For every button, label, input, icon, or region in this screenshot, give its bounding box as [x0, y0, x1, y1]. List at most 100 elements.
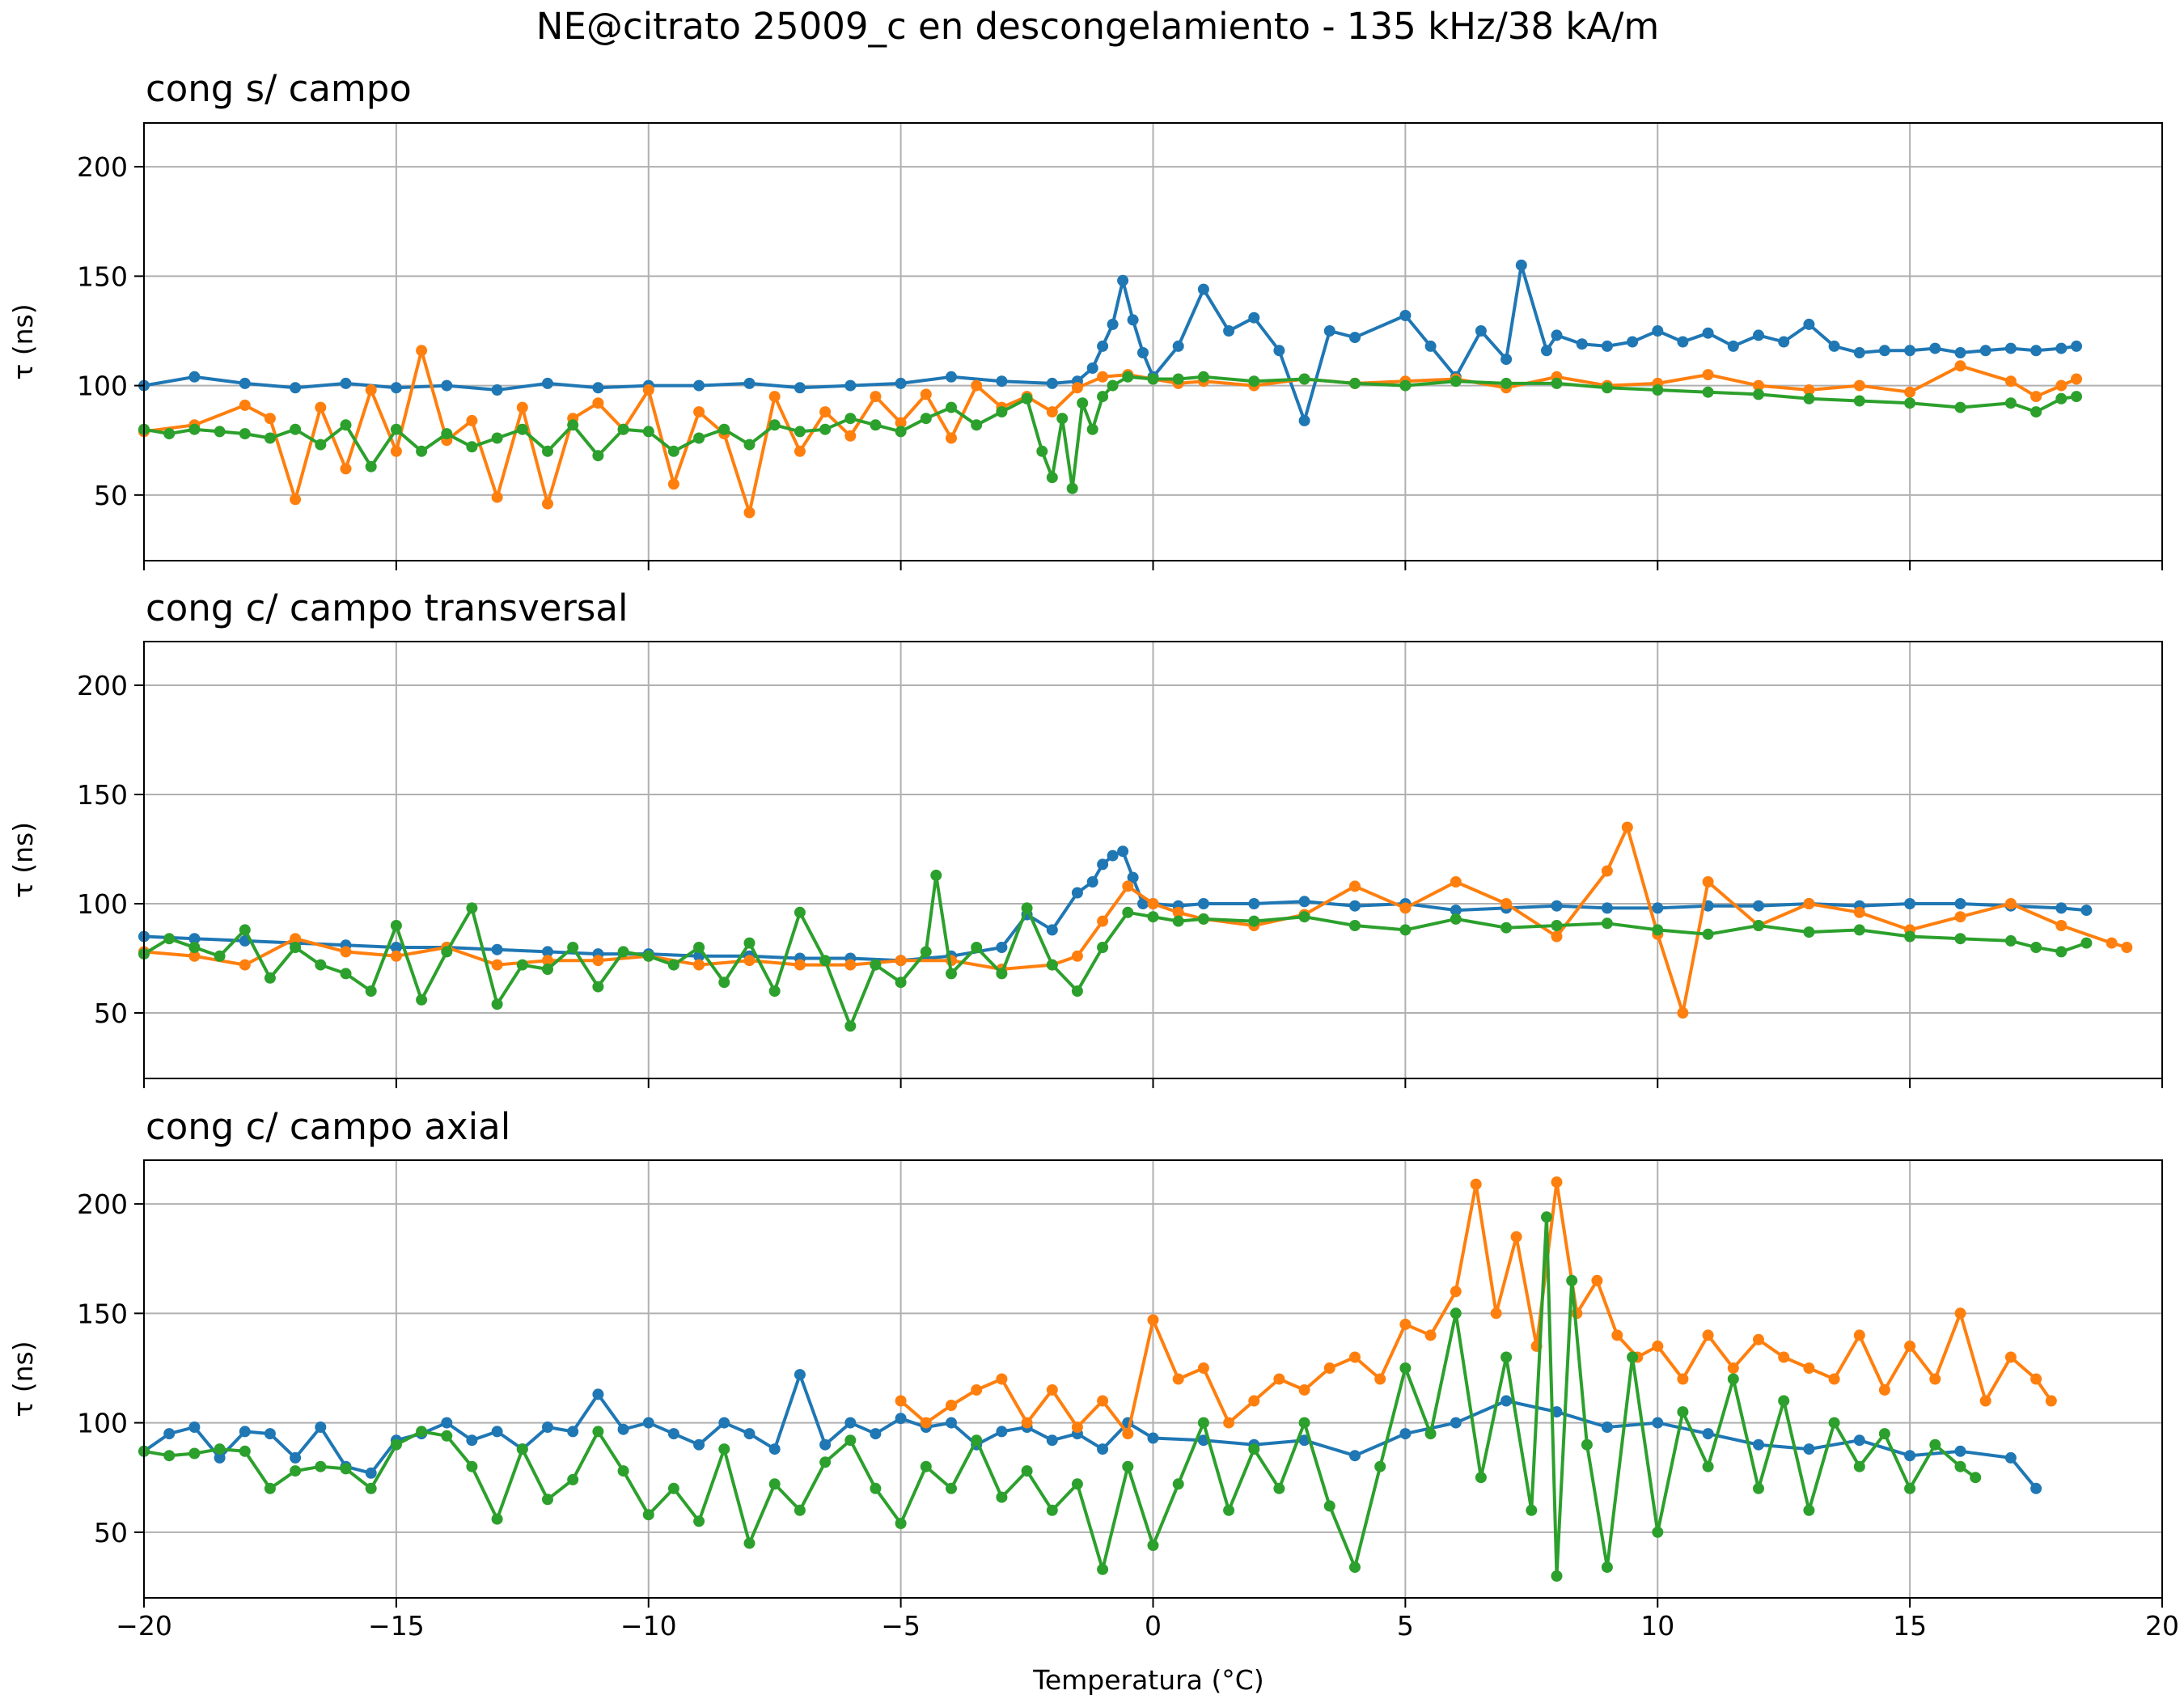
data-point: [315, 959, 327, 971]
data-point: [340, 377, 352, 389]
data-point: [1853, 379, 1865, 392]
data-point: [1349, 1561, 1361, 1574]
data-point: [1137, 347, 1149, 358]
data-point: [1450, 375, 1462, 388]
data-point: [1601, 902, 1613, 914]
data-point: [1349, 332, 1361, 344]
data-point: [1172, 915, 1184, 927]
data-point: [1450, 1417, 1462, 1429]
data-point: [1097, 1563, 1109, 1575]
data-point: [1551, 930, 1563, 943]
series-group: [138, 1176, 2057, 1582]
data-point: [1803, 1362, 1815, 1374]
data-point: [1097, 391, 1109, 403]
data-point: [315, 1460, 327, 1472]
data-point: [1591, 1274, 1603, 1286]
data-point: [2004, 898, 2017, 909]
data-point: [743, 377, 756, 389]
data-point: [1778, 336, 1790, 348]
x-tick-label: −5: [881, 1610, 921, 1642]
data-point: [1878, 1384, 1890, 1396]
data-point: [239, 959, 251, 971]
data-point: [390, 950, 402, 962]
data-point: [1853, 924, 1865, 936]
data-point: [542, 498, 553, 510]
data-point: [1979, 1395, 1991, 1407]
data-point: [1147, 911, 1159, 923]
data-point: [1500, 354, 1513, 366]
y-axis-label: τ (ns): [7, 822, 39, 898]
data-point: [1621, 821, 1633, 833]
data-point: [2030, 942, 2042, 953]
data-point: [1450, 876, 1462, 888]
data-point: [1071, 1421, 1083, 1433]
data-point: [390, 942, 402, 953]
data-point: [1904, 386, 1916, 398]
data-point: [2045, 1395, 2057, 1407]
data-point: [466, 1460, 478, 1472]
data-point: [1954, 911, 1966, 923]
data-point: [844, 1417, 857, 1429]
data-point: [1500, 1351, 1513, 1363]
data-point: [542, 946, 553, 958]
data-point: [2004, 342, 2017, 354]
data-point: [895, 377, 907, 389]
data-point: [1021, 1417, 1033, 1429]
data-point: [693, 432, 705, 444]
data-point: [290, 382, 302, 394]
data-point: [1727, 340, 1739, 352]
data-point: [214, 950, 226, 962]
data-point: [1323, 1500, 1335, 1512]
data-point: [743, 506, 756, 519]
data-point: [516, 1443, 528, 1455]
data-point: [1071, 985, 1083, 997]
data-point: [946, 1417, 957, 1429]
data-point: [264, 413, 276, 425]
data-point: [1424, 1329, 1437, 1341]
data-point: [466, 441, 478, 453]
data-point: [971, 1434, 983, 1447]
data-point: [743, 1537, 756, 1549]
data-point: [1904, 345, 1916, 357]
data-point: [642, 384, 654, 396]
data-point: [542, 955, 553, 967]
data-point: [163, 933, 176, 945]
data-point: [1323, 1362, 1335, 1374]
data-point: [1652, 1417, 1664, 1429]
panel-cong-c-campo-transversal: cong c/ campo transversal 50 100 150 200 τ …: [7, 587, 2163, 1088]
data-point: [1273, 345, 1285, 357]
data-point: [1853, 395, 1865, 407]
data-point: [1046, 924, 1058, 936]
data-point: [930, 869, 942, 881]
data-point: [1374, 1373, 1386, 1385]
data-point: [1036, 445, 1048, 457]
data-point: [1197, 371, 1209, 383]
data-point: [2004, 375, 2017, 388]
data-point: [768, 1478, 781, 1490]
x-tick-label: 20: [2145, 1610, 2179, 1642]
data-point: [1500, 898, 1513, 909]
data-point: [2030, 406, 2042, 418]
ticks: 50 100 150 200: [77, 151, 2163, 570]
panel-title: cong c/ campo transversal: [146, 587, 628, 629]
data-point: [1046, 472, 1058, 484]
data-point: [996, 1491, 1008, 1503]
data-point: [214, 426, 226, 438]
data-point: [188, 1421, 201, 1433]
data-point: [768, 391, 781, 403]
data-point: [390, 445, 402, 457]
data-point: [264, 1428, 276, 1440]
data-point: [1904, 898, 1916, 909]
data-point: [718, 977, 730, 989]
data-point: [1399, 1362, 1412, 1374]
data-point: [743, 1428, 756, 1440]
data-point: [2055, 342, 2068, 354]
data-point: [1954, 360, 1966, 372]
data-point: [1349, 1450, 1361, 1462]
ticks: −20 −15 −10 −5 0 5 10 15 20 50 100 150 200: [77, 1188, 2179, 1642]
y-tick-label: 50: [94, 1517, 128, 1549]
data-point: [1753, 388, 1764, 400]
data-point: [1399, 1428, 1412, 1440]
data-point: [642, 1509, 654, 1521]
x-tick-label: −10: [620, 1610, 677, 1642]
